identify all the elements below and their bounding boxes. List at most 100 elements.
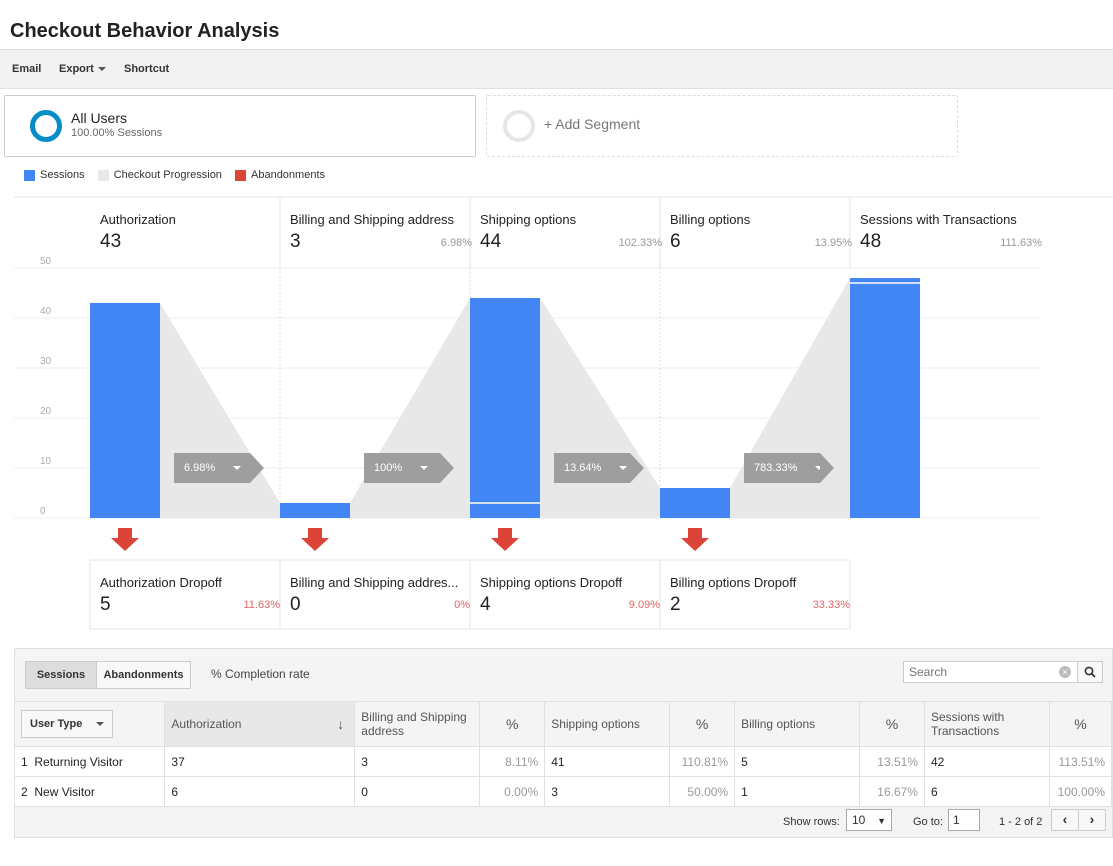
sort-down-icon: ↓ <box>337 716 345 732</box>
conversion-rate-value: 6.98% <box>184 462 216 474</box>
table-cell: 8.11% <box>479 746 546 777</box>
stage-name: Shipping options <box>480 212 577 227</box>
col-pct-1[interactable]: % <box>479 701 546 747</box>
segment-all-users[interactable]: All Users 100.00% Sessions <box>4 95 476 157</box>
table-footer: Show rows: 10 ▼ Go to: 1 1 - 2 of 2 ‹ › <box>15 807 1112 837</box>
table-cell: 0 <box>354 776 481 807</box>
table-cell: 3 <box>544 776 671 807</box>
row-name[interactable]: New Visitor <box>34 784 95 799</box>
chevron-down-icon <box>97 67 106 72</box>
table-header-row: User Type Authorization ↓ Billing and Shi… <box>15 701 1113 747</box>
stage-pct: 13.95% <box>814 237 852 249</box>
export-label: Export <box>59 63 94 75</box>
dropoff-name: Billing and Shipping addres... <box>290 575 459 590</box>
session-bar <box>90 303 160 518</box>
table-cell: 6 <box>924 776 1050 807</box>
col-pct-3[interactable]: % <box>859 701 925 747</box>
col-billing-options[interactable]: Billing options <box>734 701 860 747</box>
search-button[interactable] <box>1077 661 1103 683</box>
export-button[interactable]: Export <box>59 63 106 75</box>
dropoff-box[interactable]: Billing options Dropoff 2 33.33% <box>670 575 850 616</box>
abandonments-toggle[interactable]: Abandonments <box>96 661 191 689</box>
conversion-rate-tag[interactable]: 6.98% <box>174 453 264 483</box>
dropoff-box[interactable]: Billing and Shipping addres... 0 0% <box>290 575 470 616</box>
table-cell: 37 <box>164 746 356 777</box>
dropoff-box[interactable]: Shipping options Dropoff 4 9.09% <box>480 575 660 616</box>
dropoff-pct: 11.63% <box>243 599 281 611</box>
dropoff-box[interactable]: Authorization Dropoff 5 11.63% <box>100 575 280 616</box>
table-cell: 6 <box>164 776 356 807</box>
conversion-rate-tag[interactable]: 100% <box>364 453 454 483</box>
email-button[interactable]: Email <box>12 63 42 75</box>
table-cell: 100.00% <box>1049 776 1113 807</box>
table-cell: 110.81% <box>669 746 736 777</box>
y-tick-label: 20 <box>40 406 52 417</box>
stage-value: 48 <box>860 231 882 252</box>
user-type-dropdown[interactable]: User Type <box>21 710 114 738</box>
next-page-button[interactable]: › <box>1078 809 1106 831</box>
legend-progression: Checkout Progression <box>97 169 222 181</box>
dropoff-value: 2 <box>670 594 681 615</box>
col-pct-4[interactable]: % <box>1049 701 1113 747</box>
show-rows-select[interactable]: 10 ▼ <box>846 809 892 831</box>
table-row: 2 New Visitor 6 0 0.00% 3 50.00% 1 16.67% 6 100.0… <box>15 776 1113 807</box>
chevron-down-icon <box>96 722 105 726</box>
table-row: 1 Returning Visitor 37 3 8.11% 41 110.81% 5 13.… <box>15 746 1113 777</box>
shortcut-button[interactable]: Shortcut <box>124 63 170 75</box>
dropoff-arrow-icon <box>681 528 709 551</box>
chevron-down-icon <box>233 466 242 470</box>
stage-pct: 6.98% <box>440 237 472 249</box>
session-bar <box>660 488 730 518</box>
chart-legend: Sessions Checkout Progression Abandonmen… <box>24 169 335 184</box>
stage-name: Authorization <box>100 212 176 227</box>
conversion-rate-value: 100% <box>374 462 403 474</box>
chevron-down-icon <box>815 466 824 470</box>
goto-label: Go to: <box>913 816 943 828</box>
col-shipping-options[interactable]: Shipping options <box>544 701 671 747</box>
show-rows-label: Show rows: <box>783 816 840 828</box>
search-input[interactable] <box>903 661 1078 683</box>
dropoff-value: 5 <box>100 594 111 615</box>
search-icon <box>1084 666 1096 678</box>
chevron-down-icon: ▼ <box>877 816 886 826</box>
session-bar <box>470 298 540 518</box>
stage-value: 43 <box>100 231 122 252</box>
y-tick-label: 50 <box>40 256 52 267</box>
dropoff-pct: 33.33% <box>812 599 850 611</box>
col-pct-2[interactable]: % <box>669 701 736 747</box>
data-table-panel: Sessions Abandonments % Completion rate … <box>14 648 1113 838</box>
row-index: 1 <box>21 754 28 769</box>
stage-name: Billing options <box>670 212 751 227</box>
conversion-rate-value: 783.33% <box>754 462 798 474</box>
dropoff-pct: 0% <box>454 599 470 611</box>
row-index: 2 <box>21 784 28 799</box>
stage-name: Billing and Shipping address <box>290 212 455 227</box>
col-transactions[interactable]: Sessions with Transactions <box>924 701 1050 747</box>
table-cell: 113.51% <box>1049 746 1113 777</box>
table-cell: 41 <box>544 746 671 777</box>
add-segment-button[interactable]: + Add Segment <box>486 95 958 157</box>
completion-rate-label[interactable]: % Completion rate <box>211 667 310 681</box>
stage-name: Sessions with Transactions <box>860 212 1017 227</box>
chevron-down-icon <box>420 466 429 470</box>
row-name[interactable]: Returning Visitor <box>34 754 123 769</box>
stage-pct: 111.63% <box>1000 237 1042 249</box>
dropoff-arrow-icon <box>301 528 329 551</box>
progression-area <box>160 303 280 518</box>
table-cell: 5 <box>734 746 860 777</box>
table-cell: 1 <box>734 776 860 807</box>
stage-header: Authorization 43 <box>100 212 290 253</box>
prev-page-button[interactable]: ‹ <box>1051 809 1079 831</box>
dropoff-value: 4 <box>480 594 491 615</box>
clear-search-icon[interactable]: × <box>1059 666 1071 678</box>
col-authorization[interactable]: Authorization ↓ <box>164 701 356 747</box>
stage-value: 44 <box>480 231 502 252</box>
goto-input[interactable]: 1 <box>948 809 980 831</box>
table-cell: 50.00% <box>669 776 736 807</box>
sessions-toggle[interactable]: Sessions <box>25 661 97 689</box>
stage-value: 3 <box>290 231 301 252</box>
conversion-rate-tag[interactable]: 783.33% <box>744 453 834 483</box>
conversion-rate-tag[interactable]: 13.64% <box>554 453 644 483</box>
session-bar <box>280 503 350 518</box>
col-billing-shipping[interactable]: Billing and Shipping address <box>354 701 481 747</box>
